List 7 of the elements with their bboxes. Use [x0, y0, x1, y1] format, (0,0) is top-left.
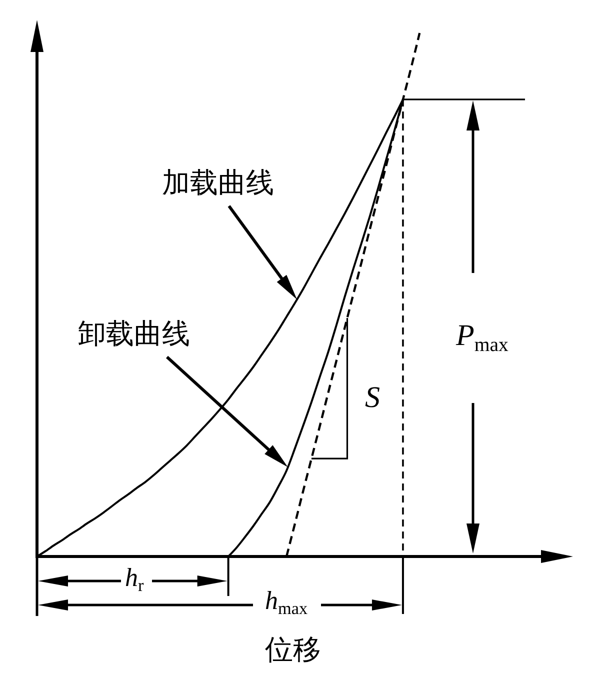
text: 加载曲线	[162, 168, 274, 199]
text: P$_{max}$	[455, 319, 508, 356]
x-axis-title: 位移	[265, 635, 321, 666]
annotation: S	[365, 381, 380, 414]
text: h$_{max}$	[265, 586, 308, 618]
text: 卸载曲线	[78, 319, 190, 350]
text: h$_{r}$	[125, 563, 144, 595]
